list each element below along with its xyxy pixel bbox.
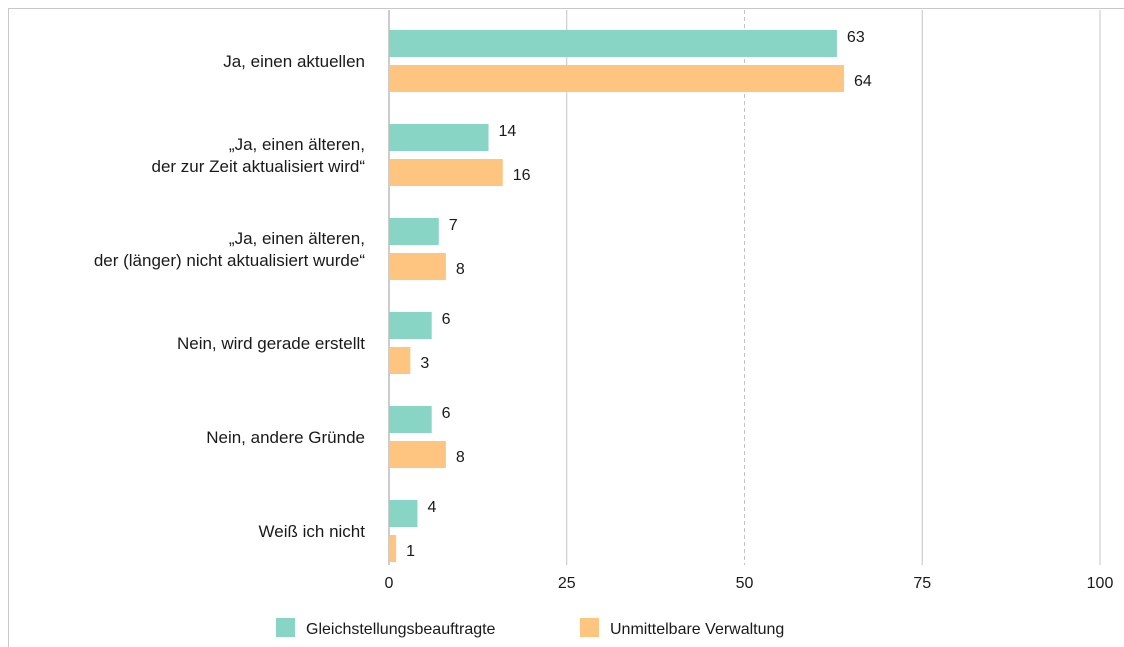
bar-3-1 (389, 347, 411, 374)
value-label-3-0: 6 (442, 311, 451, 328)
bars (389, 30, 845, 562)
frame-left-border (8, 8, 9, 647)
x-tick-label-3: 75 (913, 575, 931, 592)
bar-1-0 (389, 124, 489, 151)
gridlines (388, 10, 1101, 565)
frame-top-border (8, 8, 1124, 9)
x-tick-label-4: 100 (1087, 575, 1114, 592)
bar-1-1 (389, 159, 503, 186)
x-tick-label-1: 25 (558, 575, 576, 592)
value-label-4-0: 6 (442, 405, 451, 422)
x-tick-label-2: 50 (736, 575, 754, 592)
value-label-0-0: 63 (847, 29, 865, 46)
bar-5-1 (389, 535, 397, 562)
bar-2-0 (389, 218, 439, 245)
bar-0-0 (389, 30, 837, 57)
category-label-0-0: Ja, einen aktuellen (223, 52, 365, 71)
legend-label-0: Gleichstellungsbeauftragte (306, 621, 496, 638)
value-label-1-0: 14 (499, 123, 517, 140)
bar-4-1 (389, 441, 446, 468)
category-label-3-0: Nein, wird gerade erstellt (177, 334, 365, 353)
value-label-5-0: 4 (427, 499, 436, 516)
x-tick-label-0: 0 (385, 575, 394, 592)
category-label-1-0: „Ja, einen älteren, (229, 135, 365, 154)
x-axis-ticks: 0 25 50 75 100 (385, 575, 1114, 592)
value-label-2-0: 7 (449, 217, 458, 234)
value-label-5-1: 1 (406, 543, 415, 560)
category-label-5-0: Weiß ich nicht (259, 522, 366, 541)
category-label-2-1: der (länger) nicht aktualisiert wurde“ (94, 251, 366, 270)
value-label-4-1: 8 (456, 449, 465, 466)
value-label-1-1: 16 (513, 167, 531, 184)
legend: Gleichstellungsbeauftragte Unmittelbare V… (276, 618, 784, 638)
bar-5-0 (389, 500, 418, 527)
category-label-1-1: der zur Zeit aktualisiert wird“ (151, 157, 365, 176)
legend-label-1: Unmittelbare Verwaltung (610, 621, 784, 638)
value-label-0-1: 64 (854, 73, 872, 90)
value-label-3-1: 3 (420, 355, 429, 372)
bar-0-1 (389, 65, 845, 92)
category-label-2-0: „Ja, einen älteren, (229, 229, 365, 248)
category-label-4-0: Nein, andere Gründe (206, 428, 365, 447)
bar-2-1 (389, 253, 446, 280)
legend-swatch-1 (580, 618, 599, 637)
bar-3-0 (389, 312, 432, 339)
bar-4-0 (389, 406, 432, 433)
category-labels: Ja, einen aktuellen „Ja, einen älteren, de… (94, 52, 366, 541)
legend-swatch-0 (276, 618, 295, 637)
value-label-2-1: 8 (456, 261, 465, 278)
